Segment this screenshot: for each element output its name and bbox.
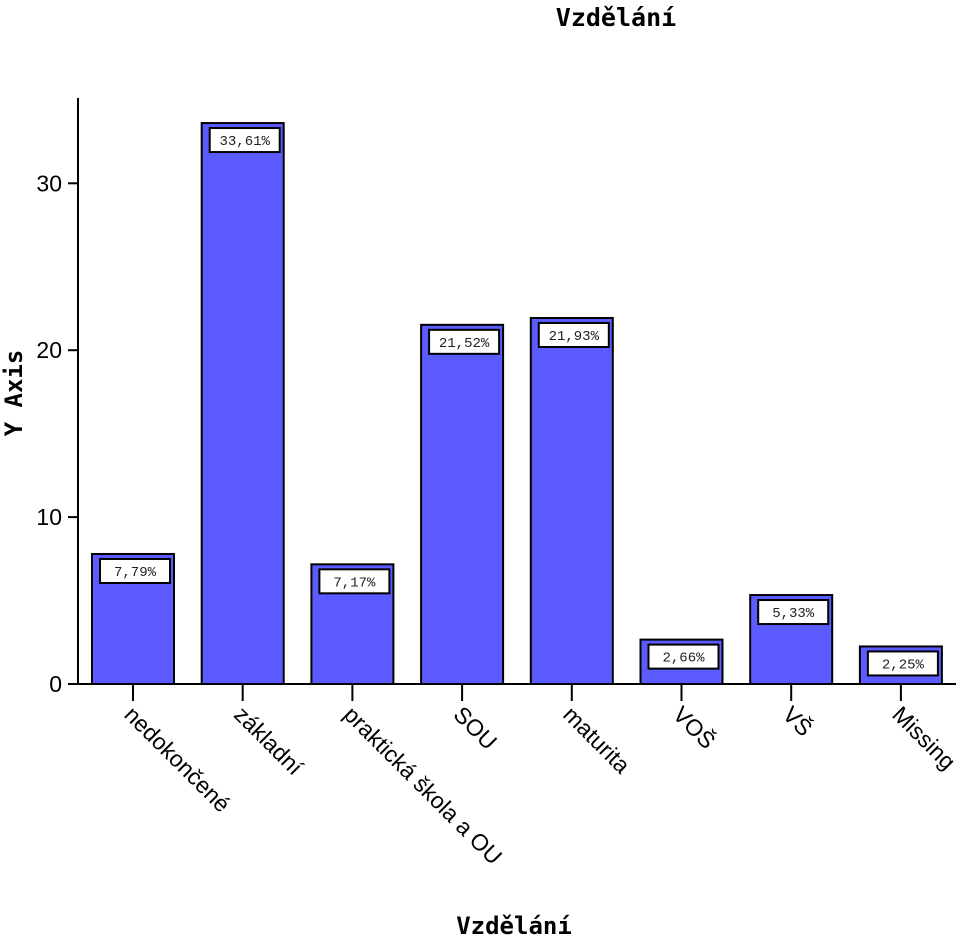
bar — [200, 122, 285, 686]
x-tick-label: Missing — [887, 701, 960, 775]
data-label: 7,17% — [333, 575, 376, 591]
data-label-box — [866, 650, 939, 677]
y-tick-label: 30 — [36, 170, 62, 196]
data-label-box — [537, 321, 610, 348]
x-tick-label: SOU — [449, 701, 503, 755]
data-label-box — [208, 127, 281, 154]
data-label: 5,33% — [772, 606, 815, 622]
data-label: 21,52% — [439, 336, 490, 352]
data-label-box — [428, 328, 501, 355]
x-tick-label: maturita — [558, 701, 635, 778]
data-label: 21,93% — [549, 329, 600, 345]
data-label-box — [757, 599, 830, 626]
data-labels: 7,79% 33,61% 7,17% 21,52% 21,93% 2,66% 5,33% 2,… — [99, 127, 939, 677]
data-label: 33,61% — [219, 134, 270, 150]
y-axis-title: Y Axis — [0, 350, 28, 437]
x-tick-label: základní — [229, 701, 308, 780]
data-label: 7,79% — [114, 565, 157, 581]
bar — [529, 316, 614, 685]
y-axis-ticks: 0 10 20 30 — [36, 170, 78, 697]
y-tick-label: 10 — [36, 504, 62, 530]
y-tick-label: 20 — [36, 337, 62, 363]
chart-title: Vzdělání — [556, 3, 676, 32]
data-label-box — [647, 643, 720, 670]
y-tick-label: 0 — [49, 671, 62, 697]
x-tick-label: nedokončené — [119, 701, 235, 817]
bar — [420, 323, 505, 685]
x-axis-title: Vzdělání — [456, 912, 572, 937]
data-label: 2,66% — [662, 651, 705, 667]
data-label-box — [318, 568, 391, 595]
x-tick-label: VOŠ — [668, 700, 721, 753]
data-label-box — [99, 557, 171, 584]
data-label: 2,25% — [882, 657, 925, 673]
x-tick-label: VŠ — [778, 700, 819, 741]
